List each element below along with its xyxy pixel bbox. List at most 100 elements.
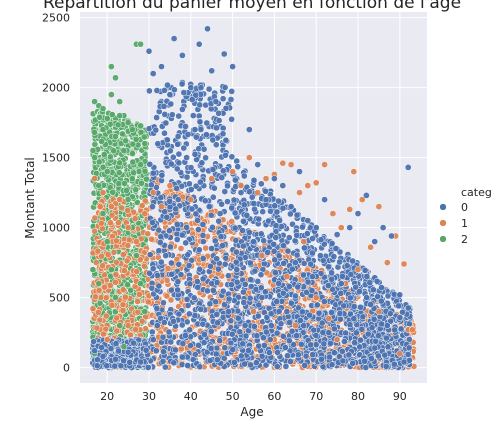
scatter-point-series-0 bbox=[373, 277, 381, 285]
scatter-point-series-0 bbox=[199, 232, 207, 239]
scatter-point-series-0 bbox=[167, 338, 175, 346]
scatter-point-series-0 bbox=[279, 332, 287, 340]
scatter-point-series-1 bbox=[136, 290, 143, 298]
scatter-point-series-0 bbox=[337, 289, 345, 297]
scatter-point-series-1 bbox=[94, 247, 102, 255]
scatter-point-series-2 bbox=[115, 169, 123, 176]
scatter-point-series-0 bbox=[246, 294, 254, 302]
scatter-point-series-0 bbox=[231, 224, 239, 232]
scatter-point-series-0 bbox=[161, 87, 168, 94]
scatter-point-series-0 bbox=[240, 217, 247, 225]
scatter-point-series-1 bbox=[112, 259, 120, 266]
scatter-point-series-1 bbox=[106, 282, 114, 289]
scatter-point-series-0 bbox=[213, 344, 221, 352]
scatter-point-series-0 bbox=[224, 198, 231, 205]
scatter-point-series-1 bbox=[141, 197, 149, 205]
chart-title: Répartition du panier moyen en fonction … bbox=[43, 0, 461, 13]
scatter-point-series-0 bbox=[280, 242, 287, 249]
scatter-point-series-0 bbox=[219, 95, 227, 103]
scatter-point-series-0 bbox=[345, 351, 353, 359]
scatter-point-series-0 bbox=[209, 287, 217, 294]
scatter-point-series-1 bbox=[110, 248, 118, 256]
scatter-point-series-0 bbox=[330, 325, 338, 333]
scatter-point-series-2 bbox=[122, 137, 130, 145]
scatter-point-series-0 bbox=[358, 325, 366, 333]
scatter-point-series-0 bbox=[146, 251, 154, 259]
scatter-point-series-0 bbox=[172, 205, 180, 213]
scatter-point-series-1 bbox=[132, 326, 139, 333]
scatter-point-series-1 bbox=[124, 207, 132, 214]
scatter-point-series-0 bbox=[175, 150, 183, 158]
scatter-point-series-2 bbox=[98, 138, 105, 145]
scatter-point-series-1 bbox=[131, 215, 139, 223]
scatter-point-series-0 bbox=[275, 197, 282, 205]
scatter-point-series-0 bbox=[161, 363, 169, 371]
scatter-point-series-1 bbox=[91, 214, 99, 222]
scatter-point-series-1 bbox=[104, 251, 112, 258]
scatter-point-series-2 bbox=[124, 281, 131, 289]
scatter-point-series-2 bbox=[137, 128, 145, 136]
scatter-point-series-0 bbox=[193, 278, 201, 285]
scatter-point-series-2 bbox=[129, 140, 137, 148]
scatter-point-series-1 bbox=[124, 242, 132, 249]
scatter-point-series-0 bbox=[215, 265, 222, 273]
scatter-point-series-1 bbox=[119, 307, 127, 314]
scatter-point-series-1 bbox=[118, 204, 125, 212]
scatter-point-series-0 bbox=[342, 329, 350, 337]
scatter-point-series-0 bbox=[196, 101, 204, 109]
scatter-point-series-1 bbox=[113, 327, 121, 335]
scatter-point-series-1 bbox=[148, 235, 155, 243]
scatter-point-series-0 bbox=[218, 174, 226, 181]
scatter-point-series-0 bbox=[259, 208, 267, 216]
scatter-point-series-2 bbox=[121, 180, 128, 187]
scatter-point-series-0 bbox=[162, 119, 170, 127]
scatter-point-series-0 bbox=[207, 262, 214, 270]
scatter-point-series-2 bbox=[141, 167, 149, 175]
scatter-point-series-0 bbox=[240, 288, 247, 296]
scatter-point-series-0 bbox=[257, 180, 265, 188]
scatter-point-series-1 bbox=[133, 268, 141, 275]
scatter-point-series-0 bbox=[200, 145, 208, 153]
scatter-point-series-2 bbox=[96, 299, 104, 307]
scatter-point-series-2 bbox=[132, 186, 140, 194]
scatter-point-series-1 bbox=[122, 293, 129, 301]
scatter-point-series-0 bbox=[177, 271, 185, 278]
scatter-point-series-0 bbox=[328, 269, 335, 277]
scatter-point-series-1 bbox=[167, 296, 175, 304]
scatter-point-series-0 bbox=[257, 271, 265, 279]
scatter-point-series-1 bbox=[228, 218, 236, 225]
scatter-point-series-1 bbox=[89, 305, 97, 313]
scatter-point-series-1 bbox=[142, 325, 149, 333]
scatter-point-series-0 bbox=[186, 180, 193, 188]
scatter-point-series-1 bbox=[97, 219, 105, 227]
scatter-point-series-2 bbox=[89, 147, 97, 154]
scatter-point-series-0 bbox=[230, 196, 238, 204]
scatter-point-series-0 bbox=[267, 207, 274, 215]
scatter-point-series-0 bbox=[222, 136, 230, 144]
scatter-point-series-0 bbox=[173, 185, 181, 192]
scatter-point-series-1 bbox=[138, 202, 146, 209]
scatter-point-series-0 bbox=[228, 153, 236, 161]
scatter-point-series-0 bbox=[187, 342, 194, 349]
scatter-point-series-1 bbox=[138, 317, 146, 325]
scatter-point-series-0 bbox=[213, 255, 220, 263]
scatter-point-series-0 bbox=[203, 119, 211, 127]
scatter-point-series-2 bbox=[129, 158, 137, 166]
scatter-point-series-1 bbox=[96, 203, 104, 211]
scatter-point-series-1 bbox=[112, 271, 120, 278]
scatter-point-series-1 bbox=[202, 244, 210, 252]
scatter-point-series-0 bbox=[148, 328, 156, 336]
scatter-point-series-2 bbox=[89, 266, 97, 273]
scatter-point-series-0 bbox=[319, 363, 327, 371]
scatter-point-series-0 bbox=[146, 160, 154, 168]
scatter-point-series-2 bbox=[110, 147, 118, 155]
scatter-point-series-0 bbox=[231, 359, 238, 366]
scatter-point-series-0 bbox=[205, 85, 213, 93]
scatter-point-series-1 bbox=[108, 211, 116, 219]
scatter-point-series-1 bbox=[95, 287, 103, 294]
scatter-point-series-1 bbox=[94, 309, 102, 316]
scatter-point-series-0 bbox=[233, 157, 241, 165]
scatter-point-series-2 bbox=[116, 159, 124, 167]
scatter-point-series-0 bbox=[202, 154, 209, 162]
